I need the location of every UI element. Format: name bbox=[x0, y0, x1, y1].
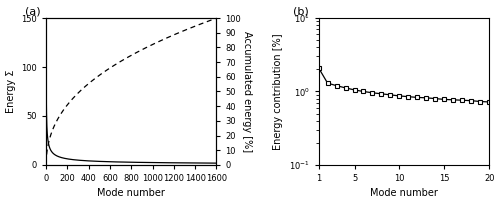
Y-axis label: Accumulated energy [%]: Accumulated energy [%] bbox=[242, 31, 252, 152]
X-axis label: Mode number: Mode number bbox=[370, 188, 438, 198]
Text: (b): (b) bbox=[293, 6, 308, 16]
X-axis label: Mode number: Mode number bbox=[98, 188, 165, 198]
Y-axis label: Energy Σ: Energy Σ bbox=[6, 70, 16, 113]
Text: (a): (a) bbox=[26, 6, 41, 16]
Y-axis label: Energy contribution [%]: Energy contribution [%] bbox=[273, 33, 283, 150]
